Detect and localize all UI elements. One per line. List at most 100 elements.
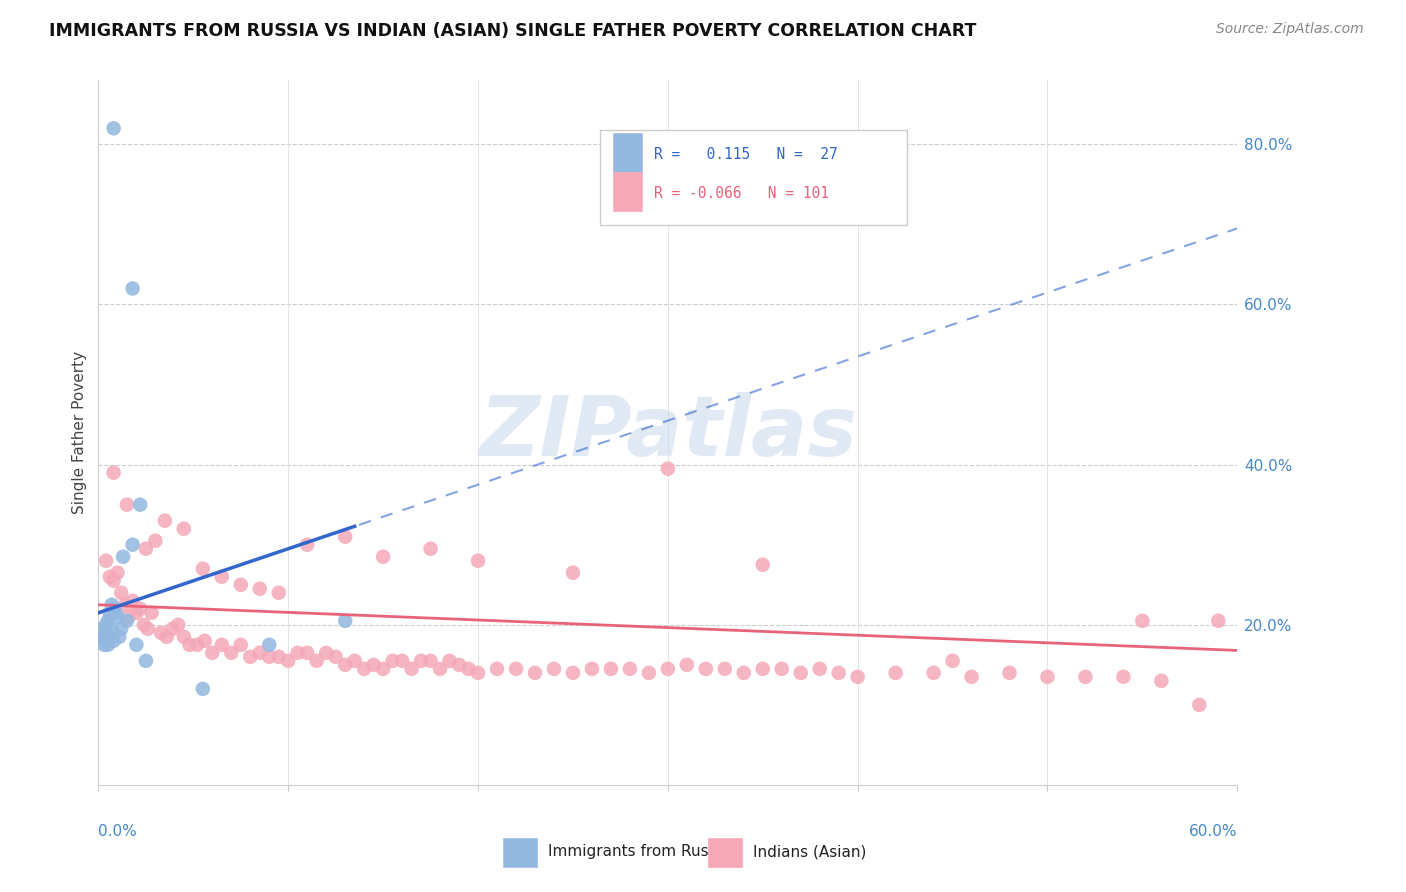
Point [239,649,262,664]
Point [150,625,173,640]
Point [110,622,132,636]
Point [153,514,176,528]
Point [770,662,793,676]
Point [118,609,141,624]
Point [695,662,717,676]
Point [201,646,224,660]
Point [114,598,136,612]
Point [524,665,547,680]
Point [505,662,527,676]
Point [581,662,603,676]
Point [103,601,125,615]
Point [115,498,138,512]
Point [411,654,433,668]
Point [790,665,813,680]
Point [259,638,281,652]
Point [1150,673,1173,688]
Point [287,646,309,660]
Bar [707,838,742,867]
Point [97,614,120,628]
Point [191,562,214,576]
Point [173,630,195,644]
Text: 60.0%: 60.0% [1189,823,1237,838]
Point [121,594,143,608]
Point [125,606,148,620]
Point [277,654,299,668]
Point [371,662,394,676]
Point [132,617,155,632]
Point [194,633,217,648]
Point [121,538,143,552]
Point [449,657,471,672]
Bar [613,172,641,211]
Point [335,530,357,544]
Point [305,654,328,668]
Point [371,549,394,564]
Bar [503,838,537,867]
Point [467,665,489,680]
Point [960,670,983,684]
Point [325,649,347,664]
Text: Immigrants from Russia: Immigrants from Russia [548,845,731,859]
Text: Indians (Asian): Indians (Asian) [754,845,866,859]
Point [828,665,851,680]
Point [249,646,271,660]
Point [401,662,423,676]
Text: ZIPatlas: ZIPatlas [479,392,856,473]
Point [93,633,115,648]
Point [103,574,125,588]
Point [1036,670,1059,684]
Point [1208,614,1230,628]
Point [297,646,319,660]
Point [173,522,195,536]
Point [391,654,413,668]
Point [103,121,125,136]
Point [619,662,641,676]
Point [221,646,243,660]
Point [335,614,357,628]
Point [115,614,138,628]
Point [429,662,451,676]
Point [156,630,179,644]
Point [315,646,337,660]
Point [229,578,252,592]
Point [135,654,157,668]
Point [211,570,233,584]
Point [104,606,127,620]
Point [103,466,125,480]
Point [98,606,121,620]
Point [125,638,148,652]
Point [343,654,366,668]
Text: 0.0%: 0.0% [98,823,138,838]
Bar [613,133,641,172]
Point [657,662,679,676]
Point [98,570,121,584]
Point [145,533,167,548]
Point [211,638,233,652]
Text: Source: ZipAtlas.com: Source: ZipAtlas.com [1216,22,1364,37]
Point [129,601,152,615]
Point [129,498,152,512]
Y-axis label: Single Father Poverty: Single Father Poverty [72,351,87,514]
Point [94,625,117,640]
Point [97,638,120,652]
Point [107,609,129,624]
Point [91,622,114,636]
Point [998,665,1021,680]
Point [259,649,281,664]
Bar [599,129,907,225]
Point [100,598,122,612]
Point [297,538,319,552]
Text: IMMIGRANTS FROM RUSSIA VS INDIAN (ASIAN) SINGLE FATHER POVERTY CORRELATION CHART: IMMIGRANTS FROM RUSSIA VS INDIAN (ASIAN)… [49,22,977,40]
Point [135,541,157,556]
Point [486,662,509,676]
Point [267,649,290,664]
Point [136,622,159,636]
Point [457,662,479,676]
Point [267,586,290,600]
Point [162,622,184,636]
Point [942,654,965,668]
Point [94,554,117,568]
Point [600,662,623,676]
Point [1074,670,1097,684]
